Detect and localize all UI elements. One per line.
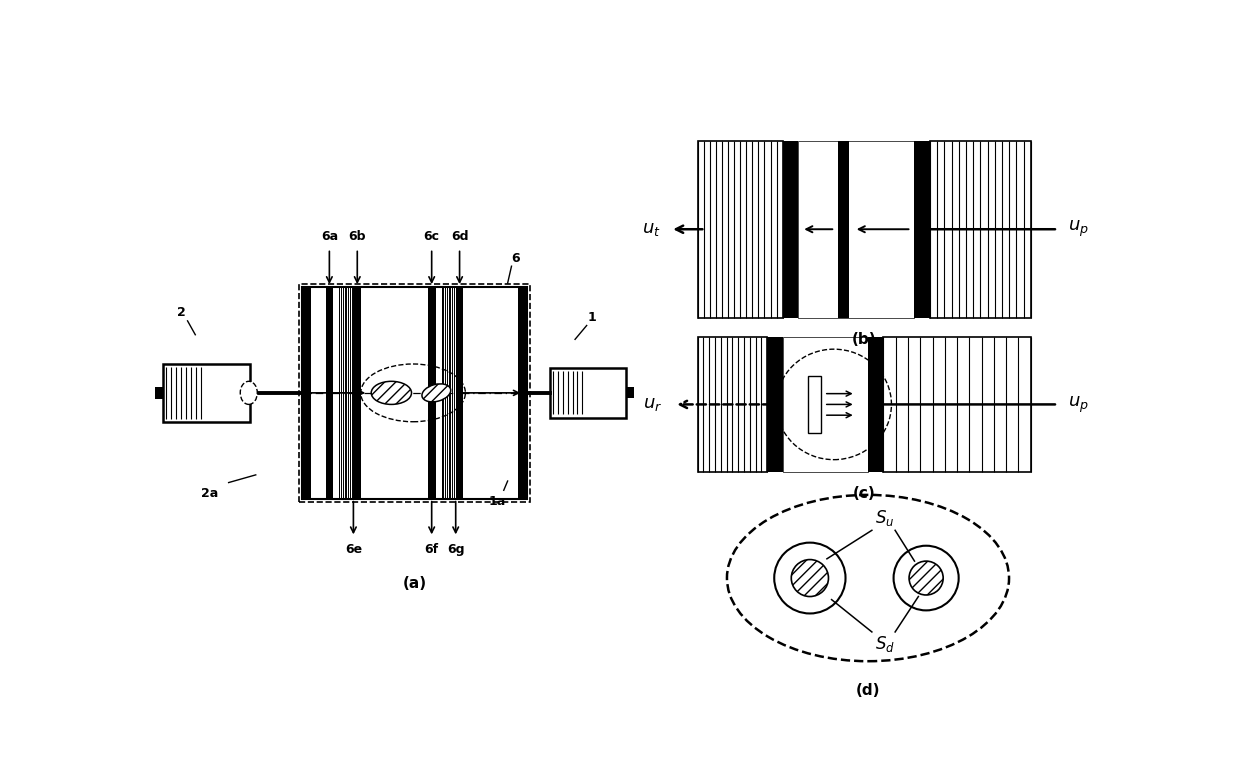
Bar — [551, 368, 626, 418]
Ellipse shape — [422, 383, 450, 402]
Bar — [838, 141, 849, 318]
Ellipse shape — [371, 381, 412, 405]
Text: $S_u$: $S_u$ — [875, 508, 894, 528]
Text: $u_t$: $u_t$ — [641, 220, 660, 238]
Text: 1a: 1a — [489, 495, 506, 508]
Text: (a): (a) — [403, 576, 427, 590]
Text: $u_p$: $u_p$ — [1068, 219, 1089, 239]
Text: 6f: 6f — [424, 544, 439, 556]
Bar — [361, 287, 428, 499]
Bar — [303, 287, 527, 499]
Bar — [155, 387, 162, 399]
Bar — [311, 287, 325, 499]
Text: $u_p$: $u_p$ — [1068, 394, 1089, 415]
Bar — [930, 141, 1030, 318]
Bar — [768, 337, 782, 472]
Bar — [162, 364, 249, 422]
Bar — [361, 287, 428, 499]
Bar — [799, 141, 914, 318]
Text: 6: 6 — [511, 252, 520, 266]
Text: $S_d$: $S_d$ — [875, 634, 895, 654]
Bar — [868, 337, 883, 472]
Bar — [353, 287, 361, 499]
Text: 6c: 6c — [424, 230, 440, 243]
Bar — [441, 287, 456, 499]
Bar — [914, 141, 930, 318]
Bar — [464, 287, 518, 499]
Text: 6g: 6g — [446, 544, 465, 556]
Text: (c): (c) — [853, 486, 875, 501]
Bar — [697, 141, 782, 318]
Bar — [697, 337, 768, 472]
Text: 1: 1 — [588, 311, 596, 324]
Bar — [782, 141, 799, 318]
Text: $u_r$: $u_r$ — [644, 395, 662, 413]
Text: (b): (b) — [852, 332, 877, 347]
Circle shape — [894, 546, 959, 611]
Bar — [626, 387, 634, 398]
Text: 6b: 6b — [348, 230, 366, 243]
Text: 6d: 6d — [451, 230, 469, 243]
Bar — [340, 287, 353, 499]
Ellipse shape — [909, 561, 944, 595]
Bar — [311, 287, 325, 499]
Bar — [799, 141, 914, 318]
Text: 2a: 2a — [201, 487, 218, 500]
Circle shape — [774, 543, 846, 613]
Ellipse shape — [791, 559, 828, 597]
Bar — [428, 287, 435, 499]
Text: 2: 2 — [176, 306, 186, 319]
Bar — [464, 287, 518, 499]
Bar — [518, 287, 527, 499]
Bar — [325, 287, 334, 499]
Bar — [456, 287, 464, 499]
Bar — [782, 337, 868, 472]
Text: 6a: 6a — [321, 230, 339, 243]
Text: (d): (d) — [856, 683, 880, 697]
Text: 6e: 6e — [345, 544, 362, 556]
Bar — [299, 284, 529, 502]
Bar — [808, 376, 821, 433]
Bar — [883, 337, 1030, 472]
Ellipse shape — [241, 381, 258, 405]
Bar — [782, 337, 868, 472]
Bar — [303, 287, 311, 499]
